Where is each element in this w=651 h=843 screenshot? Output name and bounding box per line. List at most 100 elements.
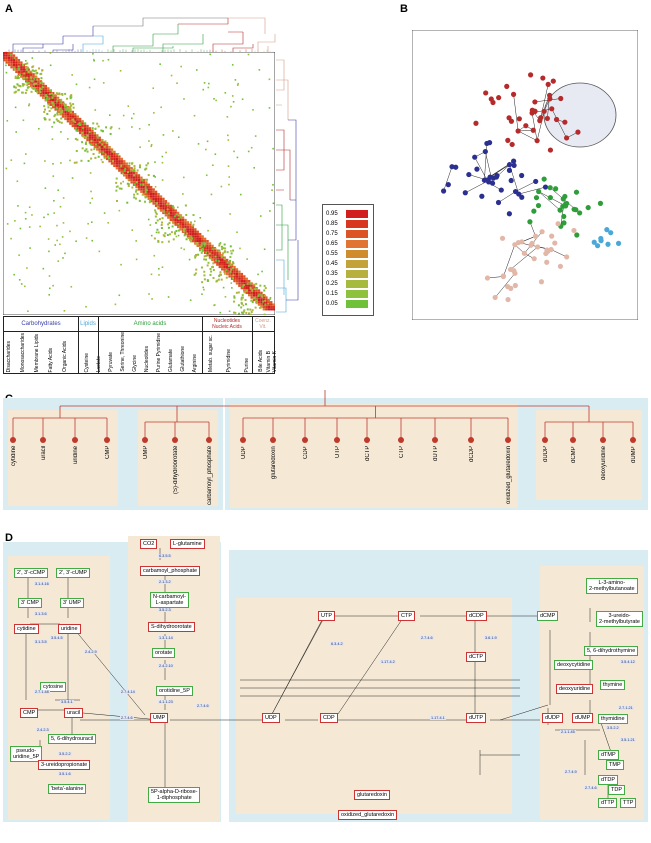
heatmap-cell xyxy=(140,176,143,179)
metabolite-node: L-3-amino- 2-methylbutanoate xyxy=(586,578,638,594)
legend-row: 0.05 xyxy=(326,299,370,309)
heatmap-cell xyxy=(243,277,246,280)
heatmap-cell xyxy=(49,96,52,99)
heatmap-cell xyxy=(18,279,21,281)
heatmap-cell xyxy=(242,310,245,313)
heatmap-cell xyxy=(243,282,246,285)
heatmap-cell xyxy=(53,121,56,124)
heatmap-cell xyxy=(52,284,54,287)
metabolite-node: 5, 6-dihydrothymine xyxy=(584,646,639,656)
heatmap-cell xyxy=(250,299,253,302)
heatmap-cell xyxy=(235,282,239,285)
heatmap-cell xyxy=(103,156,106,159)
heatmap-cell xyxy=(78,131,82,135)
heatmap-cell xyxy=(54,101,57,104)
heatmap-cell xyxy=(186,232,190,236)
heatmap-cell xyxy=(63,310,66,312)
leaf-label: (S)-dihydroorotate xyxy=(173,446,179,495)
network-node xyxy=(605,241,611,247)
network-node xyxy=(547,147,554,153)
legend-value: 0.25 xyxy=(326,281,338,287)
heatmap-cell xyxy=(164,211,168,215)
metabolite-node: S-dihydroorotate xyxy=(148,622,195,632)
heatmap-cell xyxy=(74,124,77,128)
heatmap-cell xyxy=(150,145,153,148)
heatmap-cell xyxy=(179,221,182,224)
heatmap-cell xyxy=(40,88,43,91)
tree-leaf xyxy=(432,437,438,443)
network-node xyxy=(449,164,455,170)
heatmap-cell xyxy=(45,99,48,102)
heatmap-cell xyxy=(98,143,101,146)
heatmap-cell xyxy=(195,69,198,71)
heatmap-cell xyxy=(262,296,266,299)
heatmap-cell xyxy=(5,54,8,57)
heatmap-cell xyxy=(17,89,20,92)
heatmap-cell xyxy=(169,216,172,219)
heatmap-cell xyxy=(213,254,217,257)
enzyme-code: 3.5.4.5 xyxy=(50,636,64,640)
heatmap-cell xyxy=(219,311,222,314)
heatmap-cell xyxy=(157,231,160,234)
heatmap-cell xyxy=(194,232,197,236)
heatmap-cell xyxy=(51,102,54,105)
heatmap-cell xyxy=(152,202,155,205)
heatmap-cell xyxy=(74,115,77,118)
heatmap-cell xyxy=(137,183,141,186)
heatmap-cell xyxy=(22,68,25,71)
heatmap-cell xyxy=(231,261,234,264)
network-graph xyxy=(412,30,638,320)
legend-swatch xyxy=(346,290,368,298)
legend-row: 0.65 xyxy=(326,239,370,249)
heatmap-cell xyxy=(269,210,271,212)
heatmap-cell xyxy=(182,193,184,195)
heatmap-cell xyxy=(27,68,30,71)
heatmap-cell xyxy=(148,140,150,142)
tree-leaf xyxy=(10,437,16,443)
heatmap-cell xyxy=(19,227,22,230)
heatmap-cell xyxy=(243,289,246,292)
heatmap-cell xyxy=(96,134,99,137)
heatmap-cell xyxy=(103,143,106,146)
legend-swatch xyxy=(346,240,368,248)
heatmap-cell xyxy=(195,253,198,256)
heatmap-cell xyxy=(230,268,233,271)
heatmap-cell xyxy=(13,273,15,276)
heatmap-cell xyxy=(218,260,221,263)
enzyme-code: 4.1.1.23 xyxy=(158,700,174,704)
heatmap-cell xyxy=(145,167,148,170)
heatmap-cell xyxy=(98,138,101,142)
heatmap-cell xyxy=(177,214,180,217)
heatmap-cell xyxy=(107,221,110,224)
leaf-label: dCDP xyxy=(469,446,475,463)
heatmap-cell xyxy=(29,84,33,88)
heatmap-cell xyxy=(16,83,19,86)
heatmap-cell xyxy=(233,295,236,298)
heatmap-cell xyxy=(257,301,261,304)
heatmap-cell xyxy=(56,98,59,101)
heatmap-cell xyxy=(176,206,179,209)
heatmap-cell xyxy=(64,115,67,118)
network-node xyxy=(441,188,447,194)
enzyme-code: 3.5.1.6 xyxy=(58,772,72,776)
heatmap-cell xyxy=(56,96,60,99)
heatmap-cell xyxy=(150,234,153,237)
heatmap-cell xyxy=(132,112,135,115)
heatmap-cell xyxy=(145,189,148,192)
heatmap-cell xyxy=(233,272,236,276)
heatmap-cell xyxy=(206,247,209,250)
heatmap-cell xyxy=(214,247,217,250)
heatmap-cell xyxy=(252,289,256,292)
heatmap-cell xyxy=(48,293,51,296)
heatmap-cell xyxy=(139,146,141,149)
heatmap-cell xyxy=(55,118,58,121)
heatmap-cell xyxy=(240,306,243,309)
legend-row: 0.35 xyxy=(326,269,370,279)
heatmap-cell xyxy=(253,288,256,291)
heatmap-cell xyxy=(107,58,110,61)
heatmap-cell xyxy=(230,282,233,284)
heatmap-cell xyxy=(223,270,226,273)
heatmap-cell xyxy=(159,202,163,205)
heatmap-cell xyxy=(135,171,138,175)
heatmap-cell xyxy=(168,233,171,236)
